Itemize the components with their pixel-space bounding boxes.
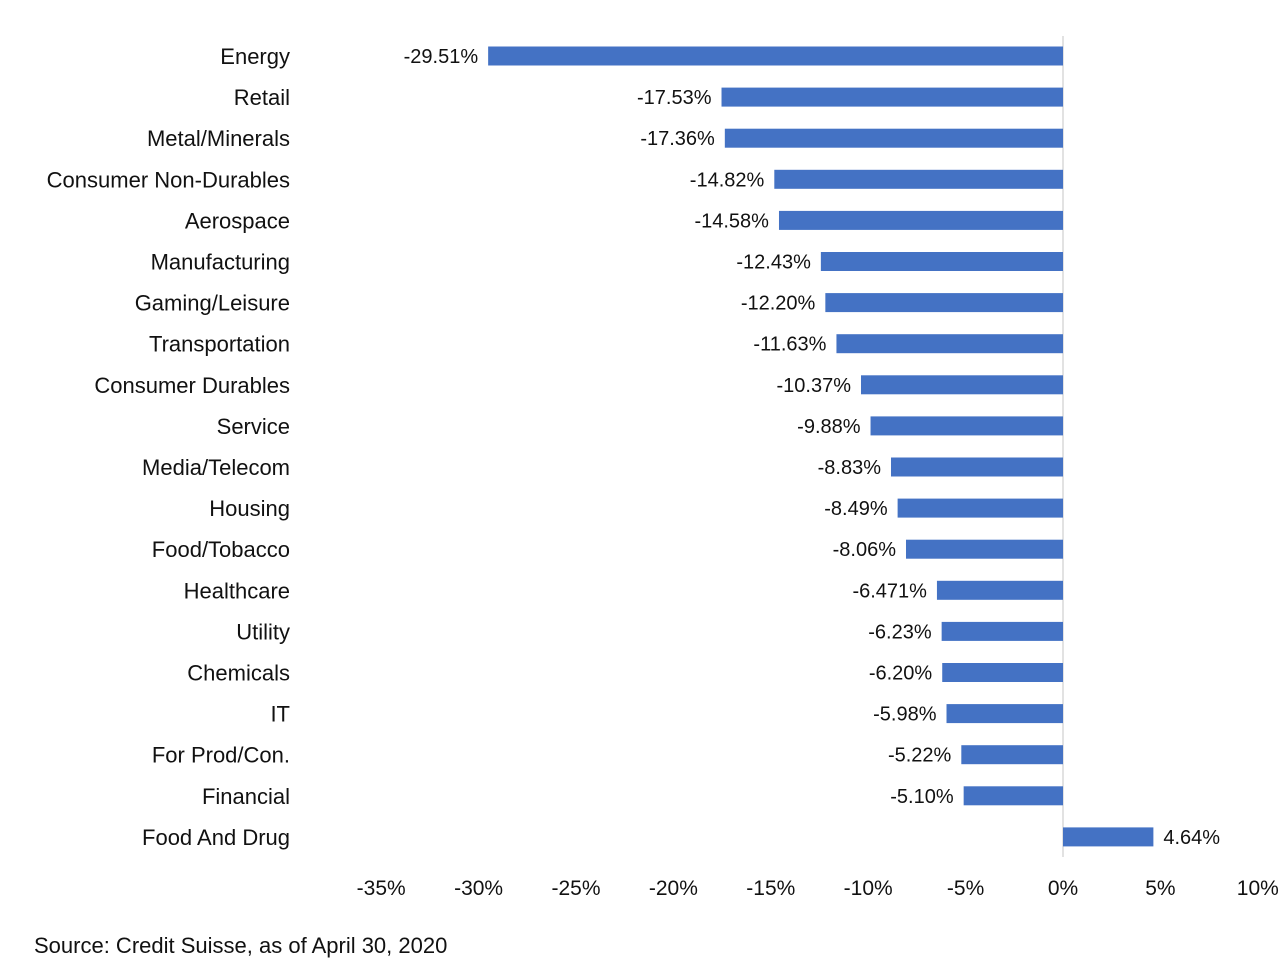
data-label: -8.49% [824,498,888,520]
category-label: Retail [234,85,290,110]
bar [897,498,1063,518]
bar-chart: -35% -30% -25% -20% -15% -10% -5% 0% 5% 10% Energ… [47,36,1279,900]
bars-layer [488,46,1154,847]
category-label: Healthcare [184,578,290,603]
data-label: -5.98% [873,704,937,726]
bar [905,539,1063,559]
bar [820,252,1063,271]
data-label: -17.53% [637,87,712,109]
data-label: -8.83% [818,457,882,479]
data-label: -5.22% [888,745,952,767]
category-label: Housing [209,496,290,521]
data-label: -17.36% [640,128,715,150]
category-label: Metal/Minerals [147,126,290,151]
x-tick-label: -25% [551,877,600,900]
bar [778,210,1063,230]
bar [825,293,1063,313]
bar [936,580,1063,600]
data-label: -5.10% [890,786,954,808]
category-label: Chemicals [187,661,290,686]
data-label: -6.471% [852,580,927,602]
bar [724,128,1063,148]
x-tick-label: -20% [649,877,698,900]
data-label: -29.51% [404,46,479,68]
x-tick-label: -5% [947,877,984,900]
data-label: -8.06% [833,539,897,561]
category-label: Service [217,414,290,439]
category-label: Energy [220,44,290,69]
data-label: 4.64% [1163,827,1220,849]
data-label: -14.82% [690,169,765,191]
bar [836,334,1063,354]
category-label: Aerospace [185,208,290,233]
bar [963,786,1063,806]
data-label: -11.63% [753,334,826,356]
bar [488,46,1063,66]
category-label: Consumer Durables [94,373,290,398]
category-label: Manufacturing [151,250,290,275]
x-tick-label: -35% [357,877,406,900]
x-tick-label: -30% [454,877,503,900]
category-label: Consumer Non-Durables [47,167,290,192]
data-label: -10.37% [776,375,851,397]
bar [946,704,1063,724]
bar [941,621,1063,641]
x-tick-label: 5% [1145,877,1175,900]
category-label: For Prod/Con. [152,743,290,768]
bar [890,457,1063,477]
x-tick-label: 10% [1237,877,1279,900]
category-label: Financial [202,784,290,809]
bar [942,663,1063,682]
bar [1063,827,1154,847]
labels-layer: Energy -29.51% Retail -17.53% Metal/Minerals… [47,44,1221,850]
bar [860,375,1063,395]
x-tick-label: -10% [844,877,893,900]
axis-layer: -35% -30% -25% -20% -15% -10% -5% 0% 5% 10% [357,36,1279,900]
data-label: -14.58% [694,210,769,232]
category-label: Food/Tobacco [152,537,290,562]
category-label: Utility [236,619,290,644]
bar [774,169,1063,189]
data-label: -9.88% [797,416,861,438]
source-note: Source: Credit Suisse, as of April 30, 2… [34,933,448,958]
category-label: Media/Telecom [142,455,290,480]
category-label: Food And Drug [142,825,290,850]
bar [721,87,1063,107]
bar [961,745,1063,765]
category-label: Transportation [149,332,290,357]
category-label: Gaming/Leisure [135,291,290,316]
data-label: -6.23% [868,621,932,643]
data-label: -6.20% [869,663,933,685]
data-label: -12.20% [741,293,816,315]
data-label: -12.43% [736,252,811,274]
category-label: IT [270,702,290,727]
x-tick-label: 0% [1048,877,1078,900]
bar [870,416,1063,436]
x-tick-label: -15% [746,877,795,900]
